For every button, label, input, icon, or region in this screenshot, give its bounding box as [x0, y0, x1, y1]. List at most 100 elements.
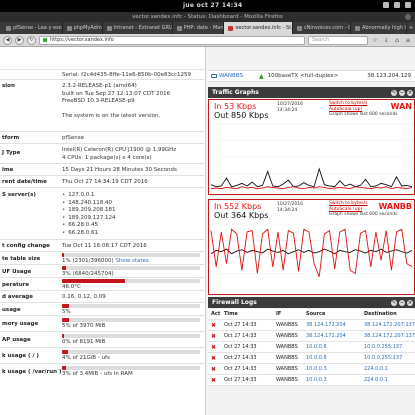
url-bar[interactable]: https://vector.sandex.info	[39, 35, 305, 45]
download-icon[interactable]: ↓	[383, 36, 389, 44]
page-content: Serial: f2c4d435-8ffe-11e6-850b-00e83cc1…	[0, 47, 415, 415]
state-table-value: 1% (2301/396000)	[62, 258, 114, 264]
serial-value: Serial: f2c4d435-8ffe-11e6-850b-00e83cc1…	[62, 72, 192, 78]
platform-value: pfSense	[62, 135, 85, 141]
system-tray[interactable]	[383, 2, 411, 8]
log-destination[interactable]: 38.124.172.207:137	[364, 333, 415, 339]
last-config-label: t config change	[2, 243, 50, 249]
window-titlebar: vector.sandex.infc - Status: Dashboard -…	[0, 12, 415, 22]
log-destination[interactable]: 10.0.0.255:137	[364, 355, 403, 361]
browser-tab[interactable]: vector.sandex.infc - St...×	[224, 22, 293, 34]
system-clock[interactable]: jue oct 27 14:34	[183, 2, 243, 9]
log-source[interactable]: 10.0.0.3	[306, 377, 327, 383]
autoscale-link[interactable]: AutoScale (up)	[329, 206, 363, 212]
graph-date: 10/27/2016	[277, 102, 303, 107]
log-source[interactable]: 38.124.172.204	[306, 322, 346, 328]
log-source[interactable]: 10.0.0.6	[306, 344, 327, 350]
table-row[interactable]: ✖ Oct 27 14:33 WANBBS 10.0.0.6 10.0.0.255:13…	[208, 353, 415, 364]
column-header: Time	[224, 311, 238, 317]
bookmark-icon[interactable]: ☆	[372, 36, 378, 44]
favicon-icon	[176, 25, 182, 31]
close-icon[interactable]: ×	[407, 299, 413, 306]
version-line: FreeBSD 10.3-RELEASE-p9	[62, 98, 135, 104]
network-icon[interactable]	[383, 2, 389, 8]
uptime-value: 15 Days 21 Hours 28 Minutes 30 Seconds	[62, 167, 177, 173]
autoscale-link[interactable]: AutoScale (up)	[329, 106, 363, 112]
interface-name: WANBBS	[219, 73, 243, 79]
disk-varrun-row: k usage ( /var/run ) 3% of 3.4MiB - ufs …	[0, 363, 206, 379]
forward-button[interactable]: ▶	[15, 35, 24, 45]
log-source[interactable]: 10.0.0.6	[306, 355, 327, 361]
browser-tab[interactable]: Abnormally high CP...	[351, 22, 408, 34]
minimize-icon[interactable]: −	[399, 89, 405, 96]
log-source[interactable]: 10.0.0.3	[306, 366, 327, 372]
tab-label: phpMyAdmin	[73, 25, 102, 31]
graph-out-rate: Out 364 Kbps	[214, 211, 269, 220]
browser-tab[interactable]: PHP: date - Manual	[173, 22, 225, 34]
window-close-button[interactable]	[405, 14, 411, 20]
last-config-row: t config change Tue Oct 11 16:08:17 CDT …	[0, 239, 206, 251]
power-icon[interactable]	[405, 2, 411, 8]
browser-tab[interactable]: cNinvoices.com - Co...	[293, 22, 351, 34]
wrench-icon[interactable]: ✎	[391, 299, 397, 306]
tab-label: Intranet - Extranet GRUPO...	[113, 25, 173, 31]
last-config-value: Tue Oct 11 16:08:17 CDT 2016	[62, 243, 147, 249]
browser-nav-bar: ◀ ▶ ↻ https://vector.sandex.info Search …	[0, 34, 415, 47]
cpu-type-value: Intel(R) Celeron(R) CPU J1900 @ 1.99GHz …	[62, 147, 176, 162]
close-icon[interactable]: ×	[407, 89, 413, 96]
new-tab-button[interactable]: +	[408, 25, 414, 31]
system-information-widget: Serial: f2c4d435-8ffe-11e6-850b-00e83cc1…	[0, 47, 206, 415]
menu-icon[interactable]: ≡	[405, 36, 411, 44]
temperature-row: perature 46.0°C	[0, 277, 206, 290]
minimize-icon[interactable]: −	[399, 299, 405, 306]
search-input[interactable]: Search	[308, 35, 368, 45]
log-destination[interactable]: 224.0.0.1	[364, 366, 388, 372]
state-table-bar	[62, 253, 200, 257]
browser-tab[interactable]: phpMyAdmin	[63, 22, 103, 34]
graph-time: 14:34:24	[277, 208, 298, 213]
log-destination[interactable]: 10.0.0.255:137	[364, 344, 403, 350]
graph-in-rate: In 53 Kbps	[214, 102, 257, 111]
volume-icon[interactable]	[394, 2, 400, 8]
version-value: 2.3.2-RELEASE-p1 (amd64) built on Tue Se…	[62, 83, 170, 121]
system-top-bar: jue oct 27 14:34	[0, 0, 415, 12]
block-action-icon: ✖	[208, 366, 224, 373]
log-time: Oct 27 14:33	[224, 377, 257, 383]
browser-tab[interactable]: pfSense - Lea y escrit...	[2, 22, 63, 34]
wrench-icon[interactable]: ✎	[391, 89, 397, 96]
log-interface: WANBBS	[276, 333, 298, 339]
log-time: Oct 27 14:33	[224, 366, 257, 372]
switch-bytes-link[interactable]: Switch to bytes/s	[329, 101, 368, 106]
interface-link[interactable]: WANBBS	[211, 73, 243, 79]
memory-usage-value: 5% of 3970 MiB	[62, 323, 106, 329]
home-icon[interactable]: ⌂	[395, 36, 399, 44]
disk-varrun-label: k usage ( /var/run )	[2, 369, 62, 375]
log-interface: WANBBS	[276, 322, 298, 328]
graph-caption: Graph shows last 600 seconds	[329, 212, 398, 217]
show-states-link[interactable]: Show states	[115, 258, 149, 264]
load-average-row: d average 0.16, 0.12, 0.09	[0, 290, 206, 302]
log-time: Oct 27 14:33	[224, 344, 257, 350]
block-action-icon: ✖	[208, 344, 224, 351]
switch-bytes-link[interactable]: Switch to bytes/s	[329, 201, 368, 206]
table-row[interactable]: ✖ Oct 27 14:33 WANBBS 38.124.172.204 38.124.…	[208, 331, 415, 342]
tab-label: vector.sandex.infc - St...	[235, 25, 293, 31]
table-row[interactable]: ✖ Oct 27 14:33 WANBBS 10.0.0.6 10.0.0.255:13…	[208, 342, 415, 353]
log-destination[interactable]: 38.124.172.207:137	[364, 322, 415, 328]
lock-icon	[43, 38, 47, 42]
log-destination[interactable]: 224.0.0.1	[364, 377, 388, 383]
back-button[interactable]: ◀	[3, 35, 12, 45]
browser-tab[interactable]: Intranet - Extranet GRUPO...	[103, 22, 173, 34]
column-header: Source	[306, 311, 326, 317]
log-source[interactable]: 38.124.172.204	[306, 333, 346, 339]
graph-in-rate: In 552 Kbps	[214, 202, 262, 211]
firewall-logs-title: Firewall Logs	[212, 299, 257, 306]
table-row[interactable]: ✖ Oct 27 14:33 WANBBS 38.124.172.204 38.124.…	[208, 320, 415, 331]
cpu-usage-label: usage	[2, 307, 21, 313]
table-row[interactable]: ✖ Oct 27 14:33 WANBBS 10.0.0.3 224.0.0.1	[208, 364, 415, 375]
memory-usage-label: mory usage	[2, 321, 39, 327]
swap-usage-value: 0% of 8191 MiB	[62, 339, 106, 345]
block-icon: ✖	[211, 376, 217, 384]
reload-button[interactable]: ↻	[27, 35, 36, 45]
table-row[interactable]: ✖ Oct 27 14:33 WANBBS 10.0.0.3 224.0.0.1	[208, 375, 415, 386]
